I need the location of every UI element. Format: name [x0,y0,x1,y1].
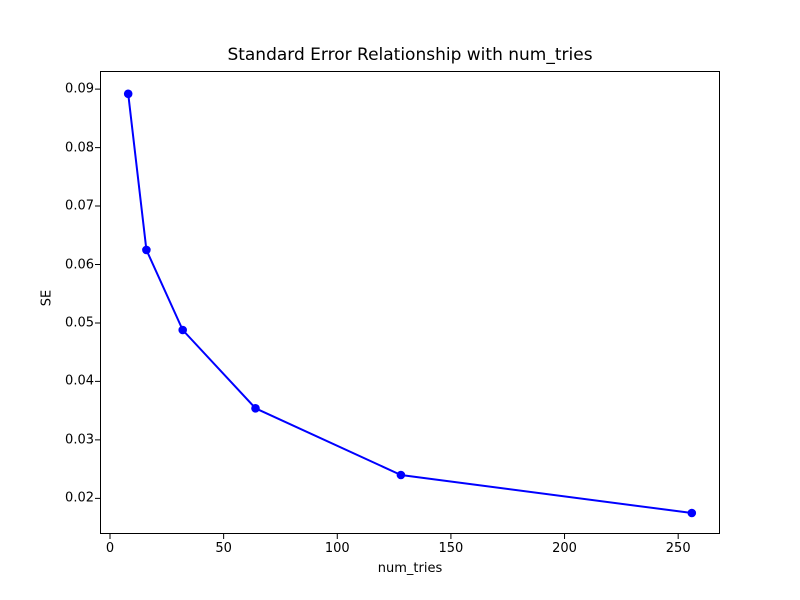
x-tick-label: 50 [215,541,232,556]
y-tick-label: 0.02 [65,490,94,506]
data-point-marker [142,245,151,255]
x-tick-label: 0 [105,541,115,556]
data-point-marker [123,89,133,99]
x-tick-label: 100 [324,541,350,556]
chart-title: Standard Error Relationship with num_tri… [227,45,593,65]
y-axis-label: SE [39,289,55,307]
data-point-marker [396,470,406,480]
y-tick-label: 0.03 [65,432,94,448]
data-point-marker [251,404,260,413]
data-point-marker [178,325,187,335]
x-tick-label: 150 [438,541,464,556]
y-tick-label: 0.09 [65,81,94,97]
x-tick-label: 250 [665,541,691,556]
axis-tick-marks [95,88,679,539]
y-tick-label: 0.05 [65,315,94,331]
x-axis-label: num_tries [377,561,443,576]
plot-area [100,71,720,534]
y-tick-label: 0.04 [65,373,94,389]
x-tick-label: 200 [552,541,577,556]
se-line [127,93,692,514]
y-tick-label: 0.06 [65,257,94,272]
data-point-marker [687,508,697,518]
y-tick-label: 0.07 [65,198,94,214]
y-tick-label: 0.08 [65,140,94,156]
